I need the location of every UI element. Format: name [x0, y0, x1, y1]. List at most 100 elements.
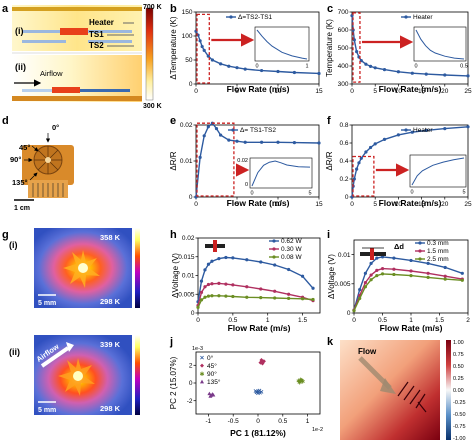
data-point	[396, 70, 400, 74]
data-point	[460, 278, 464, 282]
x-tick-label: 15	[315, 201, 323, 208]
scatter-point: ✱	[297, 380, 302, 387]
sensor-strip-right	[88, 30, 132, 33]
heatmap-colorbar-tick: 1.00	[453, 340, 464, 346]
label-ts2: TS2	[89, 41, 104, 50]
x-tick-label: -0.5	[228, 418, 240, 425]
x-multiplier: 1e-2	[312, 427, 323, 433]
data-point	[426, 275, 430, 279]
data-point	[224, 255, 228, 260]
heatmap-colorbar-tick: -0.25	[453, 400, 466, 406]
data-point	[369, 273, 373, 277]
data-point	[224, 294, 228, 298]
heatmap-colorbar-tick: 0.00	[453, 388, 464, 394]
y-axis-label: Temperature (K)	[325, 19, 334, 77]
legend-label: 90°	[207, 370, 217, 378]
y-tick-label: 150	[182, 9, 193, 16]
data-point	[206, 262, 211, 266]
data-point	[364, 150, 368, 154]
y-axis-label: ΔTemperature (K)	[169, 16, 178, 79]
heatmap-traces	[397, 381, 427, 413]
heater-element-ii	[52, 87, 80, 93]
heater-band-bottom	[12, 96, 142, 101]
data-point	[443, 277, 447, 281]
x-axis-label: Flow Rate (m/s)	[228, 323, 291, 333]
x-tick-label: 0	[350, 201, 354, 208]
inset-x-tick-label: 0	[250, 191, 253, 197]
data-point	[373, 66, 377, 70]
inset-x-tick-label: 0	[255, 64, 258, 70]
data-point	[206, 54, 210, 58]
series-line	[197, 282, 314, 306]
x-tick-label: 1.5	[298, 317, 307, 324]
y-tick-label: 0.4	[339, 158, 348, 165]
y-tick-label: 300	[338, 81, 349, 88]
label-ts1: TS1	[89, 30, 104, 39]
thermal-max-airflow: 339 K	[100, 340, 121, 349]
data-point	[311, 297, 315, 302]
data-point	[369, 278, 373, 282]
data-point	[219, 133, 223, 137]
data-point	[368, 145, 373, 150]
zoom-box	[196, 122, 235, 197]
legend-marker	[200, 363, 204, 368]
x-tick-label: 10	[274, 88, 282, 95]
y-tick-label: 700	[338, 9, 349, 16]
x-axis-label: Flow Rate (m/s)	[379, 198, 442, 208]
temperature-colorbar	[145, 7, 154, 101]
heater-element	[60, 28, 88, 35]
data-point	[206, 282, 211, 287]
legend-marker	[404, 15, 408, 19]
legend-label: 135°	[207, 378, 221, 386]
chart-f-heater-resistance: 0 5 10 15 20 25 0 0.2 0.4 0.6 0.8 Flow Rate (m/s) ΔR…	[325, 122, 472, 208]
flow-label: Flow	[358, 347, 377, 356]
y-tick-label: 0	[191, 310, 195, 317]
data-point	[424, 72, 428, 76]
x-tick-label: 10	[395, 201, 403, 208]
heatmap-colorbar-tick: 0.75	[453, 352, 464, 358]
data-point	[206, 294, 211, 298]
y-tick-label: 0.01	[180, 158, 193, 165]
legend-label: 0.62 W	[281, 238, 302, 245]
series-line	[353, 256, 463, 311]
data-point	[292, 141, 296, 145]
chart-c-heater-temperature: 0 5 10 15 20 25 300 400 500 600 700 Flow Rate (m/s)…	[325, 9, 472, 95]
data-point	[203, 285, 207, 289]
legend-label: 1.5 mm	[427, 248, 449, 255]
legend-label: Δ=TS2-TS1	[238, 14, 273, 21]
legend-label: Heater	[413, 14, 433, 21]
data-point	[217, 281, 221, 285]
data-point	[287, 292, 291, 296]
scatter-point: ✱	[300, 379, 305, 386]
legend-marker	[418, 249, 422, 253]
airflow-arrow-thermal	[40, 346, 70, 368]
legend-label: Δ= TS1-TS2	[240, 127, 276, 134]
x-tick-label: 10	[395, 88, 403, 95]
panel-letter-h: h	[170, 229, 177, 241]
legend-label: Heater	[413, 127, 433, 134]
heatmap-colorbar	[446, 340, 451, 440]
legend-marker	[418, 241, 422, 245]
data-point	[380, 255, 385, 259]
y-tick-label: -2	[187, 398, 193, 405]
y-tick-label: 0	[347, 310, 351, 317]
data-point	[259, 260, 263, 264]
x-tick-label: 5	[373, 88, 377, 95]
data-point	[396, 133, 400, 137]
angle-45: 45°	[19, 143, 30, 152]
data-point	[196, 305, 200, 309]
x-tick-label: 5	[373, 201, 377, 208]
airflow-arrow-head	[66, 342, 74, 352]
data-point	[466, 74, 470, 78]
data-point	[358, 288, 362, 292]
panel-letter-c: c	[327, 3, 333, 15]
colorbar-max: 700 K	[143, 4, 162, 11]
data-point	[364, 62, 368, 66]
data-point	[200, 44, 204, 49]
x-tick-label: 0	[194, 201, 198, 208]
y-tick-label: 0.02	[180, 122, 193, 129]
scatter-point	[257, 388, 262, 393]
label-airflow: Airflow	[40, 69, 63, 78]
